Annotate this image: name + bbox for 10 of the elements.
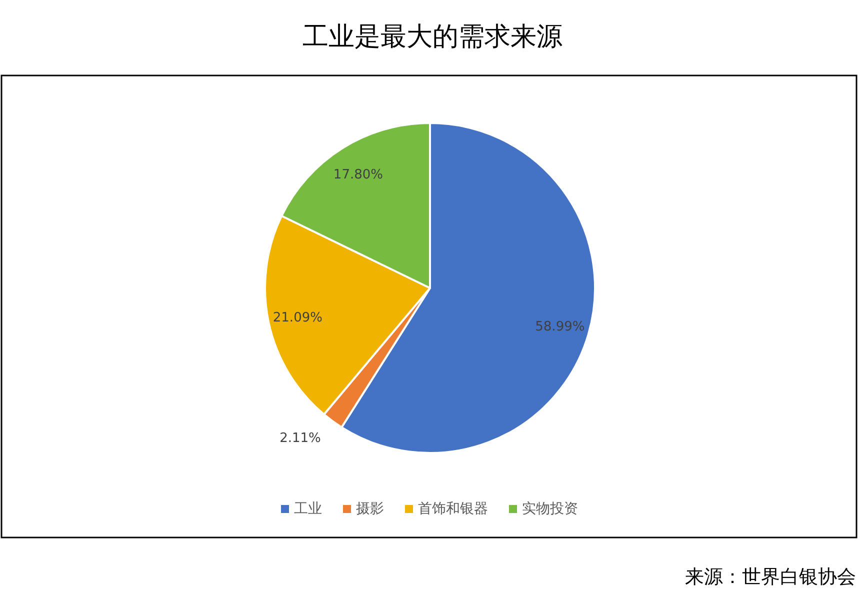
legend-label: 首饰和银器: [418, 501, 488, 517]
legend-label: 摄影: [356, 501, 384, 517]
data-label: 21.09%: [272, 310, 322, 326]
chart-title: 工业是最大的需求来源: [302, 22, 562, 52]
legend-label: 实物投资: [522, 501, 578, 517]
data-label: 2.11%: [280, 431, 321, 446]
legend-label: 工业: [294, 501, 322, 517]
source-note: 来源：世界白银协会: [685, 566, 856, 588]
data-label: 17.80%: [333, 167, 384, 182]
data-label: 58.99%: [535, 320, 585, 335]
